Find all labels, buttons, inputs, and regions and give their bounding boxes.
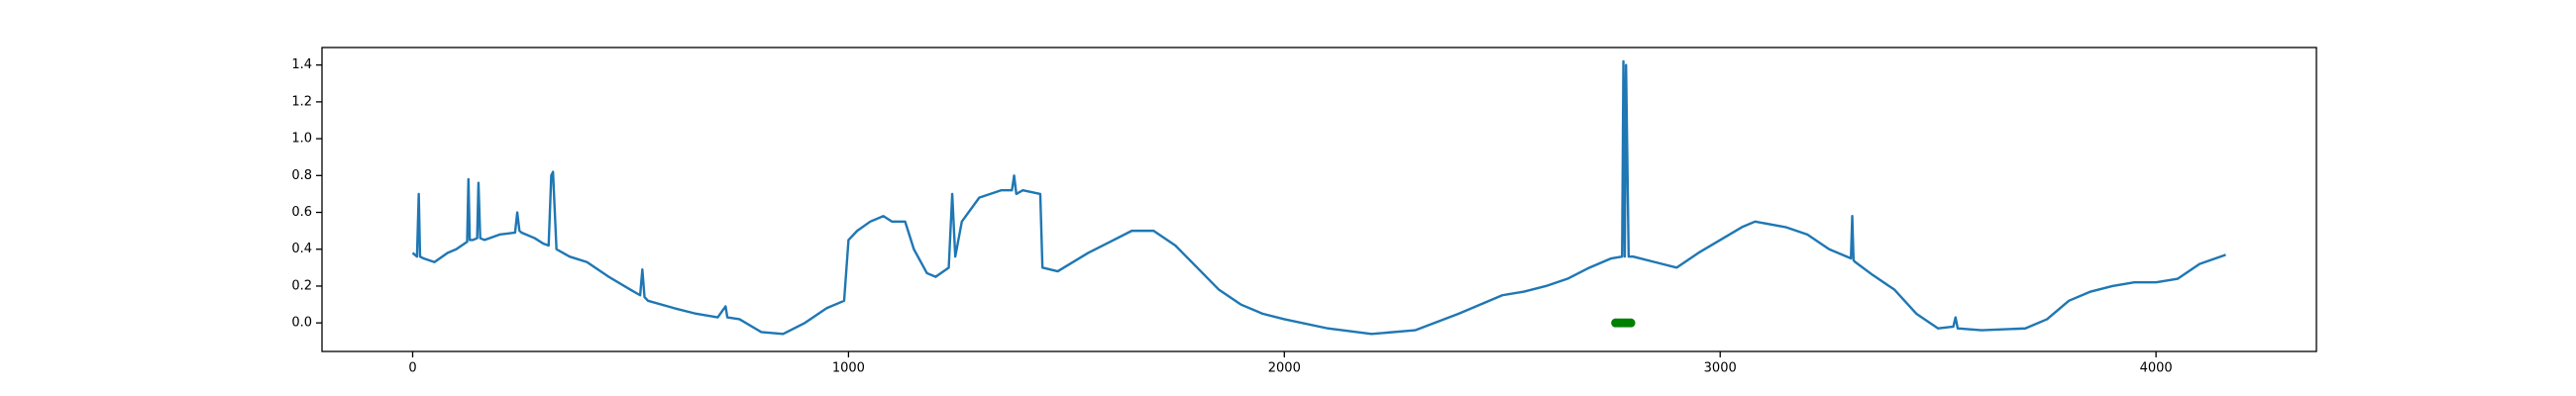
y-tick-label: 0.2: [291, 278, 312, 293]
y-tick-label: 1.2: [291, 94, 312, 109]
y-tick-label: 0.6: [291, 205, 312, 220]
y-tick-label: 1.0: [291, 132, 312, 147]
x-tick-label: 0: [408, 361, 416, 376]
y-tick-label: 0.0: [291, 316, 312, 331]
y-tick-label: 0.4: [291, 242, 312, 256]
x-tick-label: 1000: [832, 361, 865, 376]
x-tick-label: 4000: [2140, 361, 2173, 376]
data-point: [1626, 318, 1636, 328]
data-line: [411, 59, 2226, 336]
x-tick-label: 3000: [1704, 361, 1737, 376]
y-tick-label: 1.4: [291, 57, 312, 72]
y-tick-label: 0.8: [291, 168, 312, 183]
axes-frame: [321, 47, 2317, 352]
x-tick-label: 2000: [1268, 361, 1301, 376]
